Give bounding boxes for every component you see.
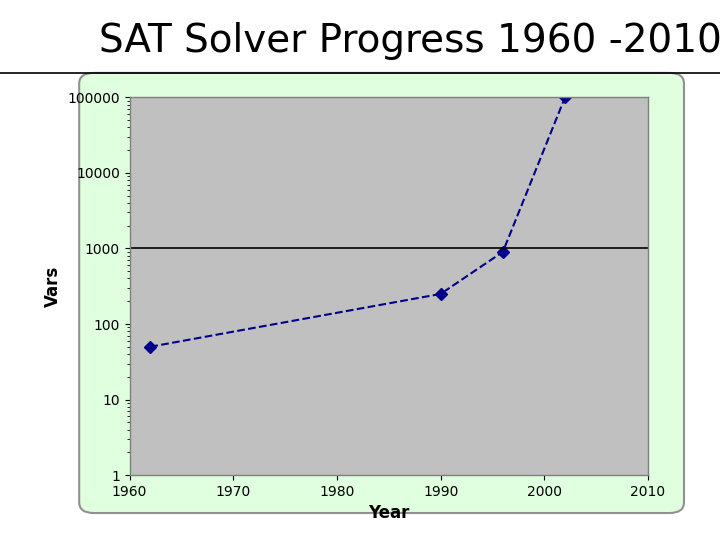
Y-axis label: Vars: Vars xyxy=(44,266,62,307)
X-axis label: Year: Year xyxy=(368,504,410,523)
Text: SAT Solver Progress 1960 -2010: SAT Solver Progress 1960 -2010 xyxy=(99,22,720,59)
